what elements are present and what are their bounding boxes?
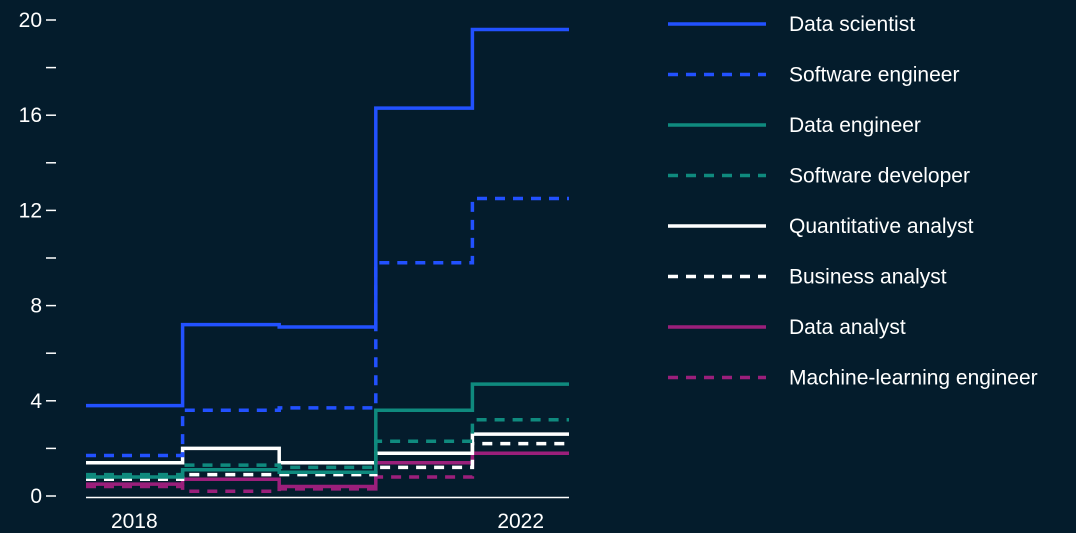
series-line-data-engineer — [86, 382, 569, 479]
legend-item: Machine-learning engineer — [668, 367, 1038, 390]
series-line-software-engineer — [86, 196, 569, 458]
x-tick-label: 2022 — [497, 510, 544, 533]
series-line-quantitative-analyst — [86, 432, 569, 465]
legend-label: Data scientist — [789, 13, 915, 36]
series-line-data-analyst — [86, 451, 569, 489]
legend-label: Quantitative analyst — [789, 215, 974, 238]
legend-label: Machine-learning engineer — [789, 367, 1038, 390]
legend-item: Data analyst — [668, 316, 906, 339]
series-layer — [86, 27, 569, 493]
legend-label: Data engineer — [789, 114, 921, 137]
y-tick-label: 20 — [19, 9, 42, 32]
y-tick-label: 4 — [30, 390, 42, 413]
legend: Data scientist Software engineer Data engi… — [668, 13, 1038, 390]
legend-label: Business analyst — [789, 266, 947, 289]
y-tick-label: 16 — [19, 104, 42, 127]
y-tick-label: 12 — [19, 199, 42, 222]
series-line-data-scientist — [86, 27, 569, 408]
y-axis: 0 4 8 12 16 20 — [19, 9, 56, 508]
legend-label: Data analyst — [789, 316, 906, 339]
series-line-software-developer — [86, 418, 569, 477]
x-axis: 2018 2022 — [86, 496, 569, 533]
legend-item: Quantitative analyst — [668, 215, 974, 238]
x-tick-label: 2018 — [111, 510, 158, 533]
legend-item: Software engineer — [668, 64, 959, 87]
legend-item: Software developer — [668, 165, 970, 188]
legend-label: Software developer — [789, 165, 970, 188]
y-tick-label: 0 — [30, 485, 42, 508]
legend-item: Business analyst — [668, 266, 947, 289]
legend-item: Data scientist — [668, 13, 915, 36]
legend-label: Software engineer — [789, 64, 959, 87]
y-tick-label: 8 — [30, 295, 42, 318]
legend-item: Data engineer — [668, 114, 921, 137]
